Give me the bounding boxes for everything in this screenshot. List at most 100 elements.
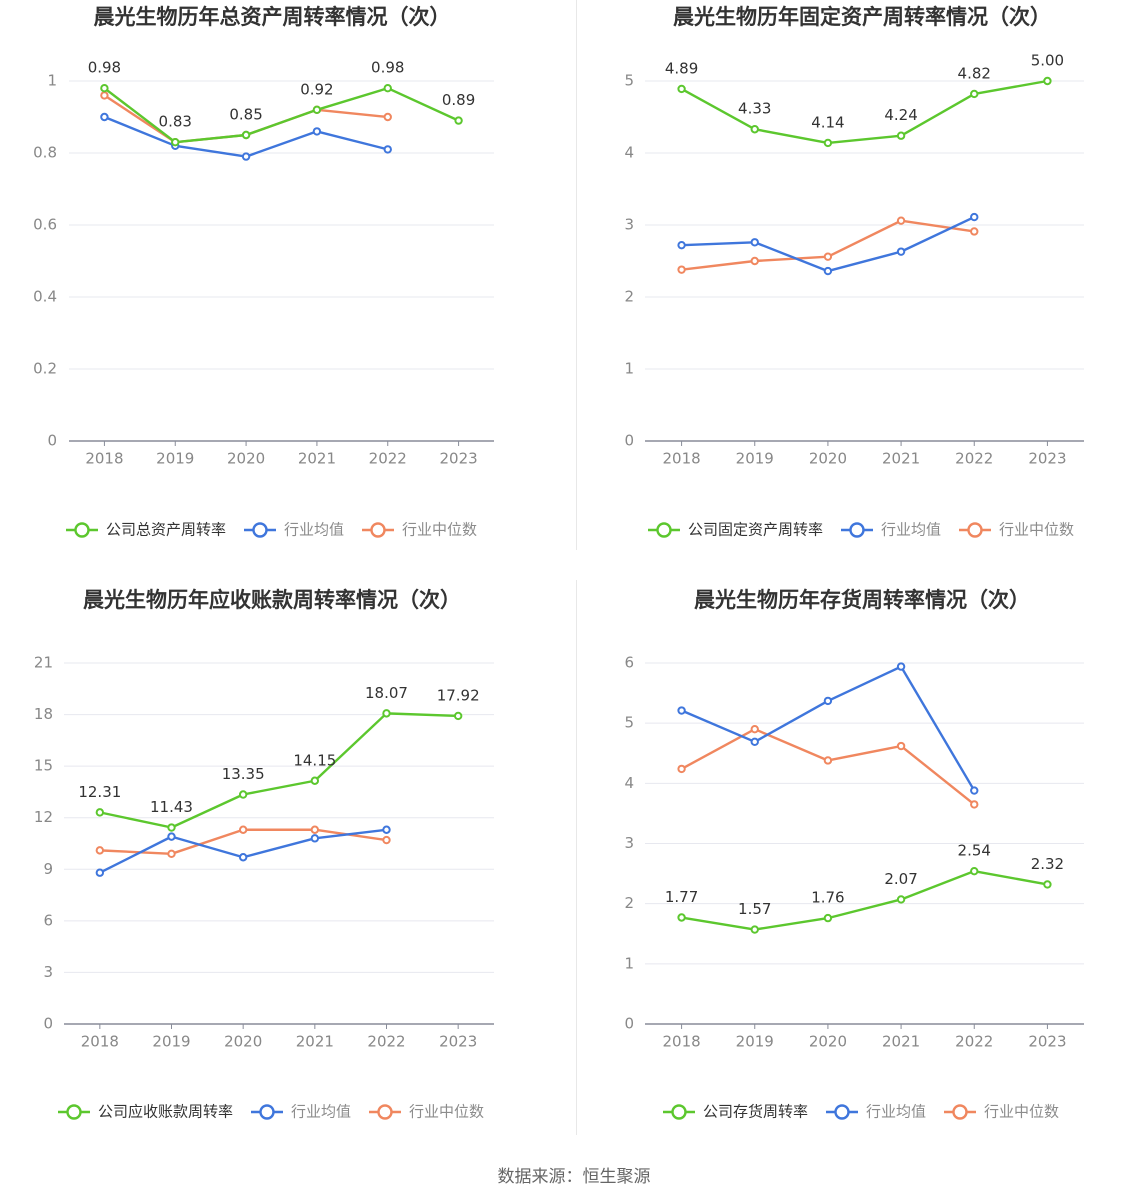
y-tick-label: 21	[34, 654, 53, 672]
legend-item-company: 公司总资产周转率	[66, 521, 226, 539]
y-tick-label: 6	[43, 911, 53, 929]
legend-item-company: 公司应收账款周转率	[58, 1103, 233, 1121]
data-point-median	[750, 724, 759, 734]
data-label: 1.76	[811, 889, 844, 907]
x-tick-label: 2023	[1028, 1033, 1066, 1051]
legend-marker	[834, 1104, 850, 1120]
y-tick-label: 2	[624, 894, 634, 912]
data-point-company	[171, 138, 180, 147]
y-tick-label: 4	[624, 774, 634, 792]
x-tick-label: 2023	[439, 450, 477, 468]
y-tick-label: 1	[624, 360, 634, 378]
x-tick-label: 2021	[882, 1033, 920, 1051]
data-point-avg	[382, 825, 391, 834]
legend-item-company: 公司固定资产周转率	[648, 521, 823, 539]
data-point-median	[677, 764, 686, 774]
chart-title: 晨光生物历年固定资产周转率情况（次）	[673, 5, 1051, 29]
data-point-avg	[238, 853, 248, 862]
legend-marker	[66, 1104, 82, 1120]
x-tick-label: 2019	[152, 1033, 190, 1051]
data-point-avg	[823, 266, 833, 276]
data-label: 1.77	[665, 888, 698, 906]
data-point-company	[100, 84, 109, 93]
data-point-median	[167, 849, 176, 859]
data-point-median	[896, 741, 906, 751]
series-line-company	[681, 79, 1048, 145]
data-label: 5.00	[1031, 52, 1064, 70]
data-point-median	[100, 91, 109, 100]
series-line-company	[99, 712, 459, 829]
y-tick-label: 1	[624, 954, 634, 972]
data-point-avg	[750, 737, 759, 747]
data-point-avg	[970, 212, 979, 222]
data-label: 14.15	[293, 751, 336, 769]
data-point-avg	[167, 832, 176, 841]
x-tick-label: 2019	[736, 1033, 774, 1051]
chart-title: 晨光生物历年存货周转率情况（次）	[694, 588, 1030, 612]
data-point-avg	[310, 834, 320, 843]
legend-marker	[952, 1104, 968, 1120]
legend-item-median: 行业中位数	[362, 521, 477, 539]
data-point-company	[970, 866, 979, 876]
data-point-median	[383, 112, 392, 122]
data-point-company	[1043, 880, 1052, 889]
data-label: 4.33	[738, 100, 771, 118]
data-point-company	[95, 808, 105, 817]
y-tick-label: 3	[624, 216, 634, 234]
legend-label: 行业均值	[881, 521, 941, 539]
x-tick-label: 2022	[955, 1033, 993, 1051]
data-point-median	[95, 846, 105, 855]
data-point-company	[677, 84, 686, 94]
data-label: 0.89	[442, 91, 475, 109]
y-tick-label: 0.4	[33, 288, 57, 306]
legend-label: 行业均值	[291, 1103, 351, 1121]
y-tick-label: 12	[34, 808, 53, 826]
legend-marker	[252, 522, 268, 538]
data-point-median	[823, 756, 833, 765]
data-point-company	[453, 711, 463, 721]
y-tick-label: 2	[624, 288, 634, 306]
data-label: 12.31	[78, 783, 121, 801]
data-label: 4.82	[958, 64, 991, 82]
legend-label: 公司总资产周转率	[106, 521, 226, 539]
x-tick-label: 2023	[439, 1033, 477, 1051]
legend-label: 公司固定资产周转率	[688, 521, 823, 539]
data-source-note: 数据来源：恒生聚源	[497, 1167, 651, 1187]
y-tick-label: 4	[624, 144, 634, 162]
x-tick-label: 2020	[227, 450, 265, 468]
vertical-divider-top	[576, 0, 577, 550]
data-point-company	[454, 116, 463, 125]
data-label: 17.92	[437, 686, 480, 704]
data-point-company	[238, 790, 248, 799]
legend-label: 行业中位数	[409, 1103, 484, 1121]
data-label: 4.89	[665, 59, 698, 77]
data-label: 0.98	[371, 59, 404, 77]
data-point-median	[382, 835, 391, 845]
x-tick-label: 2020	[809, 1033, 847, 1051]
y-tick-label: 0	[43, 1015, 53, 1033]
data-label: 4.14	[811, 113, 844, 131]
y-tick-label: 5	[624, 72, 634, 90]
data-label: 1.57	[738, 900, 771, 918]
data-point-company	[1043, 76, 1052, 86]
x-tick-label: 2022	[367, 1033, 405, 1051]
y-tick-label: 15	[34, 757, 53, 775]
data-point-company	[312, 105, 322, 115]
chart-title: 晨光生物历年应收账款周转率情况（次）	[83, 588, 461, 612]
data-point-avg	[823, 696, 833, 706]
y-tick-label: 1	[47, 72, 57, 90]
data-label: 0.83	[159, 113, 192, 131]
data-label: 0.92	[300, 80, 333, 98]
y-tick-label: 0.2	[33, 360, 57, 378]
legend-item-avg: 行业均值	[826, 1103, 926, 1121]
y-tick-label: 0.6	[33, 216, 57, 234]
data-point-company	[750, 125, 759, 134]
data-label: 2.32	[1031, 855, 1064, 873]
data-point-company	[677, 913, 686, 922]
y-tick-label: 0.8	[33, 144, 57, 162]
data-point-company	[241, 130, 251, 140]
chart-panel-3: 晨光生物历年应收账款周转率情况（次） 0 3 6 9 12 15 18 21 2018 2019 20…	[34, 588, 494, 1121]
chart-panel-4: 晨光生物历年存货周转率情况（次） 0 1 2 3 4 5 6 2018 2019 2020 2021 2…	[624, 588, 1084, 1121]
data-point-avg	[95, 868, 105, 877]
legend-item-avg: 行业均值	[251, 1103, 351, 1121]
